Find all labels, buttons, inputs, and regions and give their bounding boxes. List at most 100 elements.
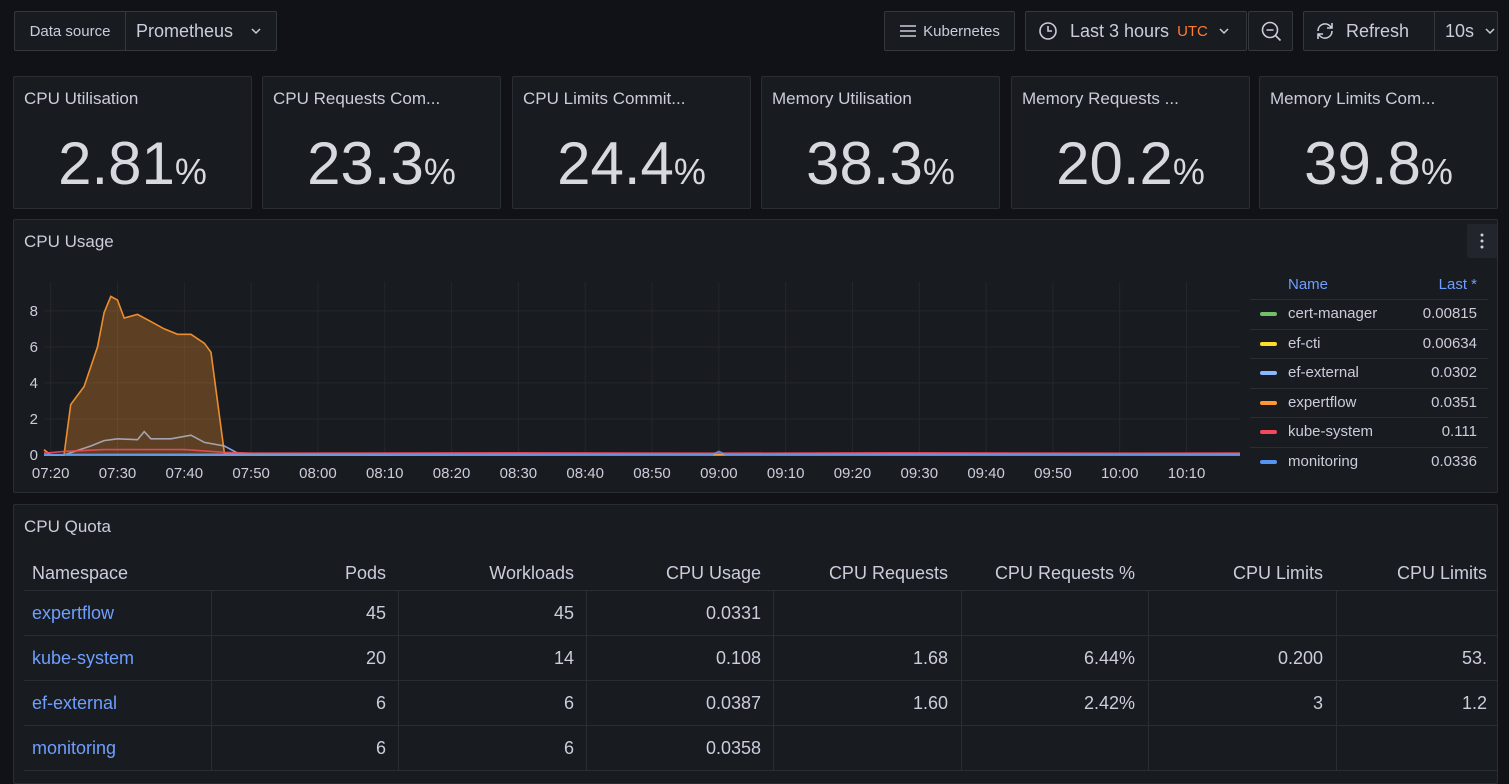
row-divider <box>24 725 1498 726</box>
legend-item[interactable]: cert-manager 0.00815 <box>1250 299 1488 328</box>
stat-title: Memory Utilisation <box>772 89 912 108</box>
legend-name: ef-cti <box>1288 334 1321 352</box>
column-divider <box>773 591 774 636</box>
column-divider <box>398 726 399 771</box>
refresh-picker[interactable]: Refresh 10s <box>1303 11 1498 51</box>
dashboards-button[interactable]: Kubernetes <box>884 11 1015 51</box>
legend-item[interactable]: ef-cti 0.00634 <box>1250 328 1488 358</box>
stat-unit: % <box>922 151 955 192</box>
legend-last: 0.00634 <box>1422 334 1477 352</box>
namespace-link[interactable]: monitoring <box>32 738 117 758</box>
legend-header: Name <box>1288 276 1329 293</box>
legend-name: monitoring <box>1288 452 1359 470</box>
stat-value: 24.4% <box>513 129 750 198</box>
x-tick-label: 07:30 <box>99 465 137 482</box>
column-divider <box>1336 681 1337 726</box>
table-cell: 6 <box>563 738 574 758</box>
area-fill <box>44 296 1240 455</box>
stat-value: 23.3% <box>263 129 500 198</box>
legend-item[interactable]: expertflow 0.0351 <box>1250 387 1488 417</box>
y-tick-label: 4 <box>30 375 38 392</box>
stat-unit: % <box>1172 151 1205 192</box>
stat-title: CPU Utilisation <box>24 89 139 108</box>
panel-menu[interactable] <box>1467 224 1497 258</box>
stat-title: CPU Requests Com... <box>273 89 441 108</box>
stat-value: 39.8% <box>1260 129 1497 198</box>
column-header: Namespace <box>32 563 129 583</box>
series-line <box>43 295 1240 456</box>
panel-title: CPU Quota <box>24 517 111 536</box>
time-picker[interactable]: Last 3 hours UTC <box>1025 11 1247 51</box>
stat-panel: CPU Utilisation 2.81% <box>13 76 252 209</box>
column-divider <box>211 726 212 771</box>
table-cell: 0.200 <box>1277 648 1323 668</box>
stat-title: CPU Limits Commit... <box>523 89 686 108</box>
datasource-picker[interactable]: Data source Prometheus <box>14 11 277 51</box>
x-tick-label: 09:50 <box>1034 465 1072 482</box>
legend-item[interactable]: kube-system 0.111 <box>1250 417 1488 446</box>
legend-name: expertflow <box>1288 393 1357 411</box>
legend-last: 0.0302 <box>1431 364 1477 381</box>
refresh-icon <box>1317 23 1333 39</box>
table-cell: 6 <box>375 738 386 758</box>
y-tick-label: 0 <box>30 447 38 464</box>
table-cell: 3 <box>1312 693 1323 713</box>
table-cell: 1.2 <box>1461 693 1487 713</box>
stat-unit: % <box>673 151 706 192</box>
x-tick-label: 10:00 <box>1101 465 1139 482</box>
row-divider <box>24 590 1498 591</box>
stat-panel: Memory Limits Com... 39.8% <box>1259 76 1498 209</box>
stat-number: 39.8 <box>1304 130 1421 197</box>
legend-swatch <box>1260 371 1277 375</box>
datasource-value: Prometheus <box>136 20 234 41</box>
chevron <box>1219 28 1229 35</box>
zoom-out-button[interactable] <box>1248 11 1293 51</box>
table-cell: 45 <box>553 603 574 623</box>
column-divider <box>1148 726 1149 771</box>
table-cell: 6 <box>563 693 574 713</box>
datasource-label: Data source <box>15 12 126 50</box>
row-divider <box>24 770 1498 771</box>
chevron <box>251 28 261 35</box>
column-divider <box>398 591 399 636</box>
x-tick-label: 07:40 <box>166 465 204 482</box>
column-header: Workloads <box>489 563 574 583</box>
column-divider <box>1148 636 1149 681</box>
column-divider <box>586 636 587 681</box>
column-divider <box>1336 636 1337 681</box>
namespace-link[interactable]: expertflow <box>32 603 115 623</box>
interval: 10s <box>1434 12 1497 50</box>
column-header: CPU Requests <box>828 563 948 583</box>
series-line <box>43 450 1240 456</box>
x-tick-label: 09:00 <box>700 465 738 482</box>
x-tick-label: 09:10 <box>767 465 805 482</box>
stat-panel: Memory Requests ... 20.2% <box>1011 76 1250 209</box>
legend-item[interactable]: ef-external 0.0302 <box>1250 358 1488 387</box>
x-tick-label: 07:50 <box>232 465 270 482</box>
timezone: UTC <box>1177 22 1208 40</box>
column-divider <box>586 681 587 726</box>
table-cell: 6.44% <box>1083 648 1135 668</box>
y-tick-label: 2 <box>30 411 38 428</box>
legend-swatch <box>1260 341 1277 346</box>
stat-unit: % <box>174 151 207 192</box>
legend-header: Last * <box>1438 276 1477 293</box>
namespace-link[interactable]: kube-system <box>32 648 135 668</box>
legend-last: 0.00815 <box>1422 305 1477 322</box>
menu-dots <box>1480 233 1484 249</box>
table-cell: 1.60 <box>912 693 948 713</box>
stat-value: 20.2% <box>1012 129 1249 198</box>
namespace-link[interactable]: ef-external <box>32 693 118 713</box>
x-tick-label: 08:20 <box>433 465 471 482</box>
column-divider <box>398 636 399 681</box>
x-tick-label: 08:40 <box>566 465 604 482</box>
y-tick-label: 8 <box>30 303 38 320</box>
column-divider <box>773 726 774 771</box>
legend-item[interactable]: monitoring 0.0336 <box>1250 446 1488 476</box>
column-divider <box>961 681 962 726</box>
legend-last: 0.0351 <box>1431 393 1477 411</box>
column-divider <box>773 636 774 681</box>
table-cell: 45 <box>365 603 386 623</box>
legend-name: kube-system <box>1288 423 1374 440</box>
